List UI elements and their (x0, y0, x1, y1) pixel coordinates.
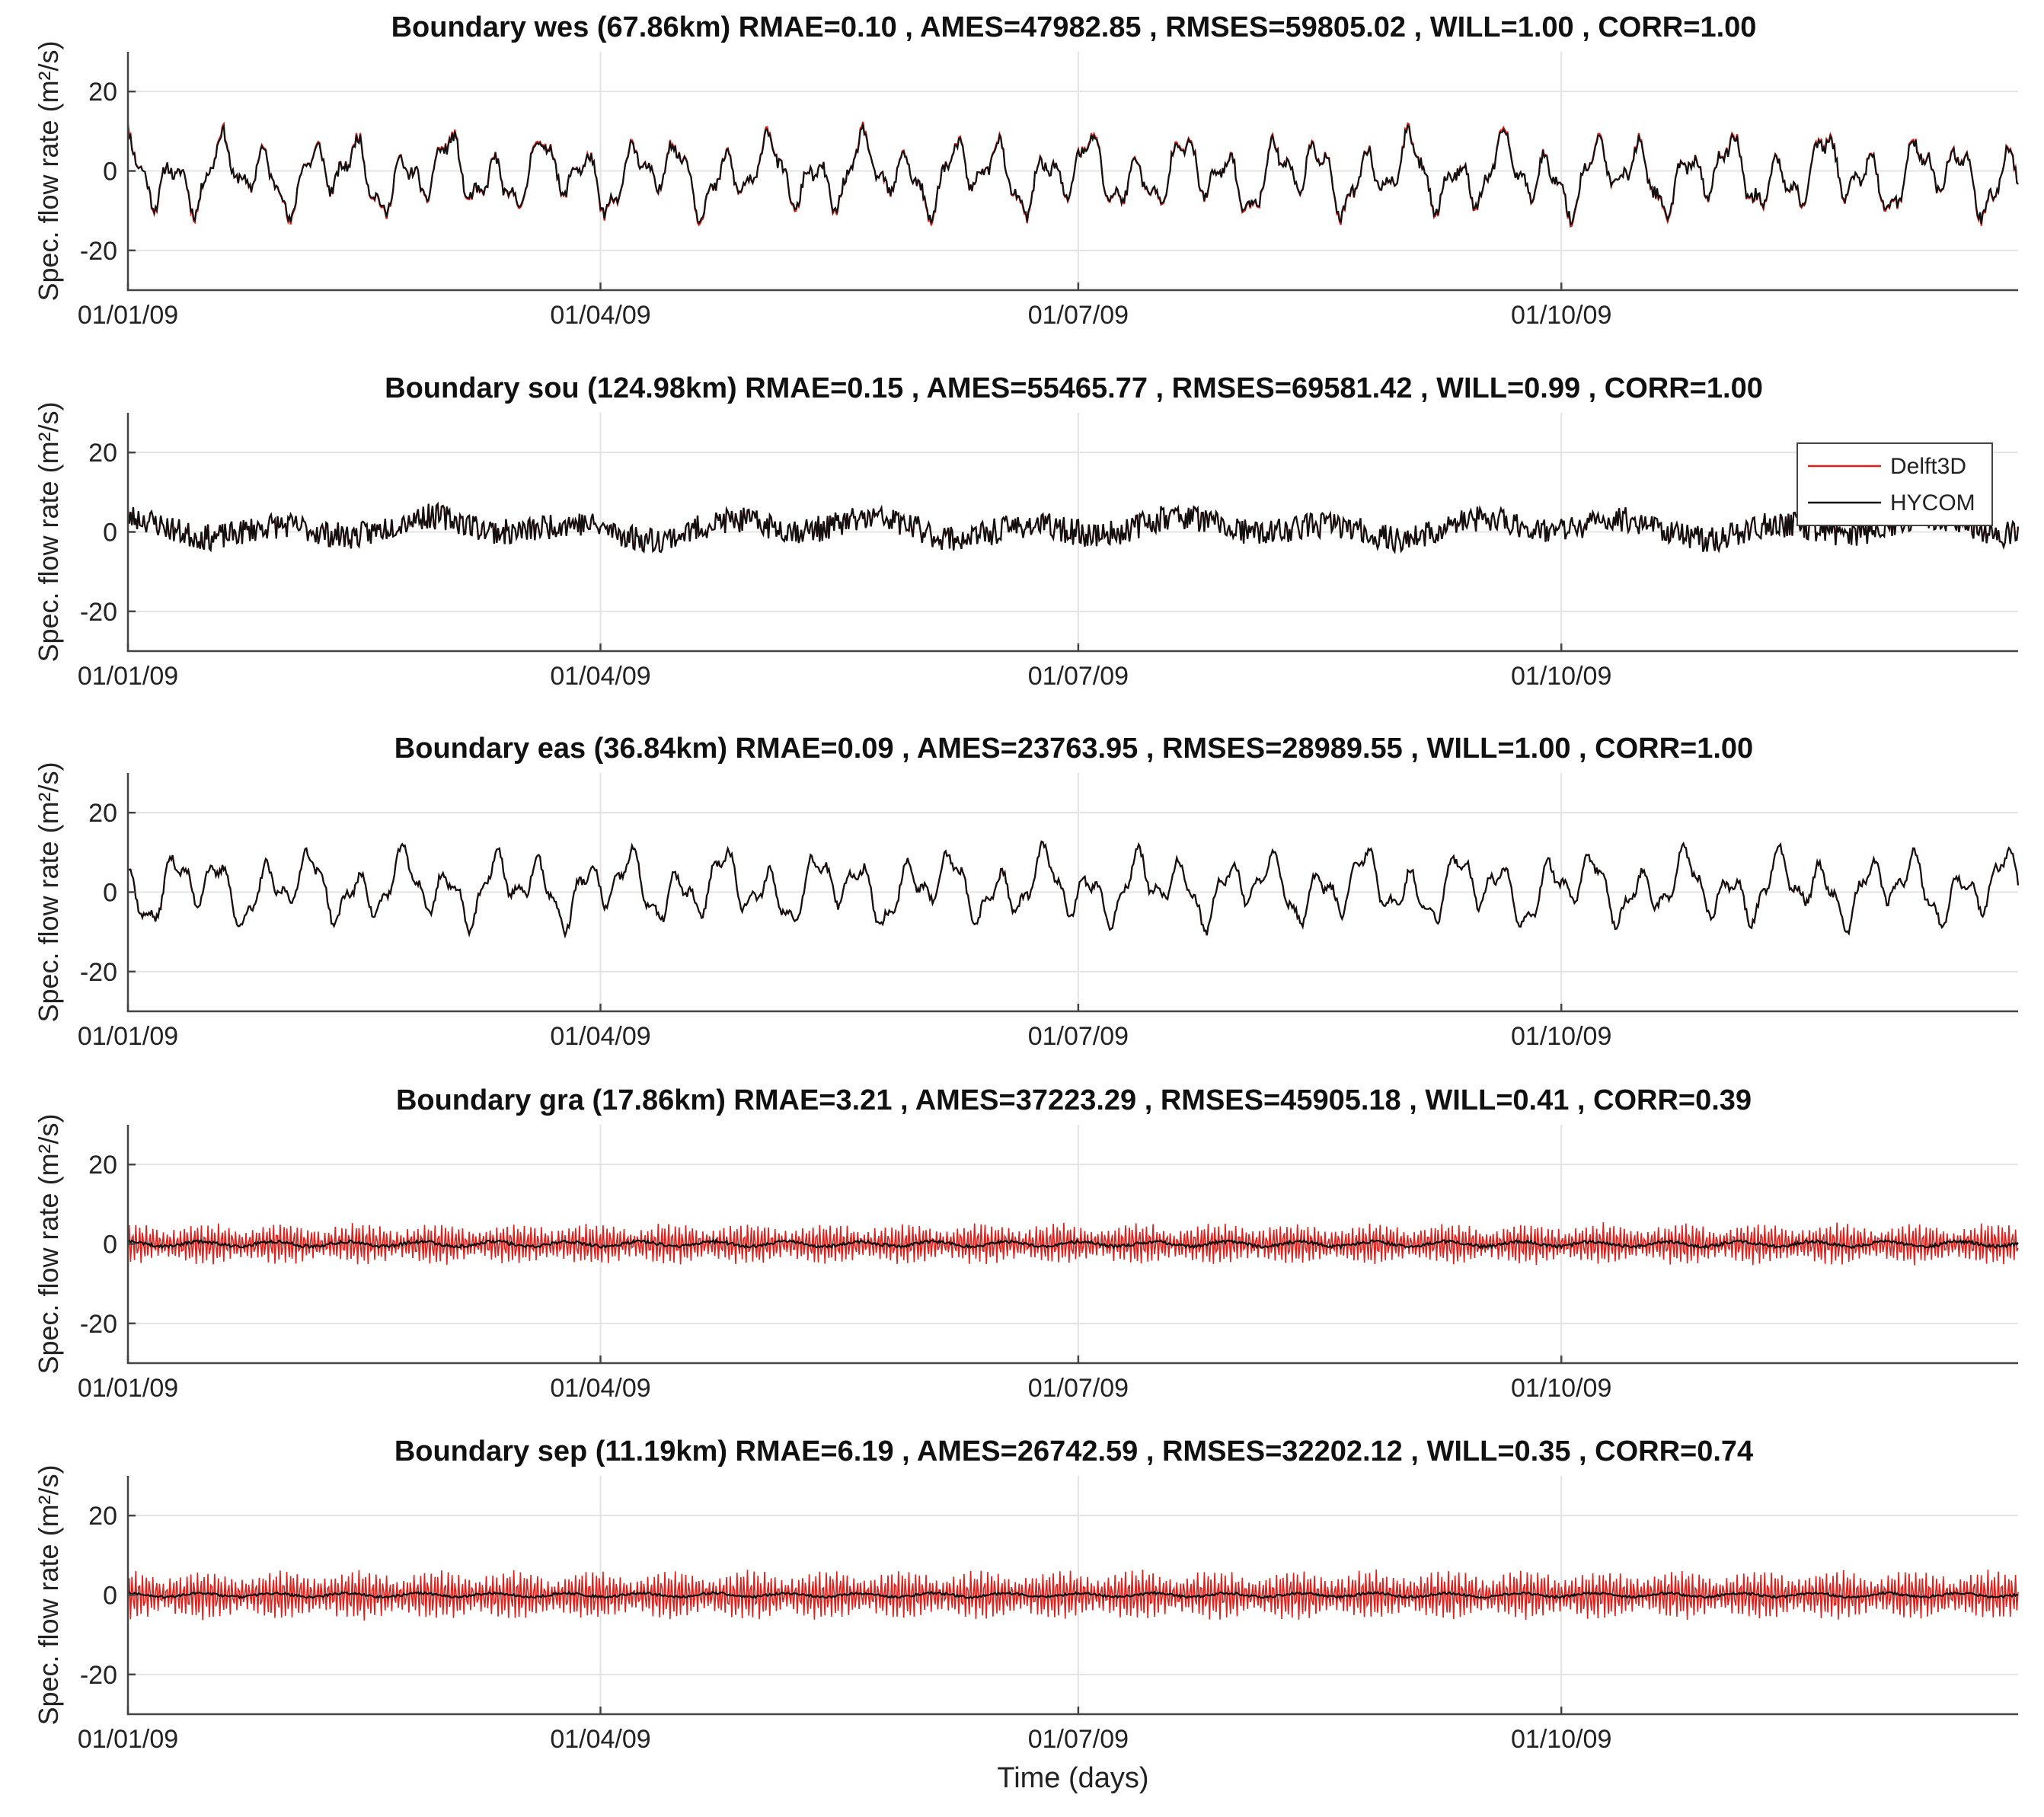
y-tick-label: -20 (80, 1661, 117, 1690)
y-axis-label: Spec. flow rate (m²/s) (33, 1464, 64, 1725)
x-tick-label: 01/01/09 (78, 301, 178, 330)
chart-panel-3: -20 0 20 01/01/09 01/04/09 01/07/09 01/10/09 Sp… (33, 1084, 2019, 1403)
chart-panel-4: -20 0 20 01/01/09 01/04/09 01/07/09 01/10/09 Sp… (33, 1435, 2019, 1794)
y-tick-label: -20 (80, 958, 117, 987)
y-tick-label: -20 (80, 1310, 117, 1339)
x-tick-label: 01/04/09 (550, 1022, 650, 1051)
x-tick-label: 01/01/09 (78, 662, 178, 691)
legend-entry-hycom: HYCOM (1890, 490, 1975, 516)
y-axis-label: Spec. flow rate (m²/s) (33, 1113, 64, 1374)
x-tick-label: 01/07/09 (1028, 662, 1129, 691)
series-line-hycom (126, 501, 2020, 554)
y-tick-label: 20 (88, 439, 117, 468)
chart-title: Boundary eas (36.84km) RMAE=0.09 , AMES=… (394, 733, 1753, 765)
series-line-delft3d (127, 1570, 2019, 1621)
x-tick-label: 01/04/09 (550, 1725, 650, 1754)
x-tick-label: 01/07/09 (1028, 1022, 1129, 1051)
legend-box (1796, 442, 1993, 526)
y-tick-label: 20 (88, 799, 117, 828)
y-axis-label: Spec. flow rate (m²/s) (33, 40, 64, 301)
y-axis-label: Spec. flow rate (m²/s) (33, 401, 64, 662)
x-tick-label: 01/10/09 (1511, 1022, 1611, 1051)
y-tick-label: 0 (103, 519, 117, 548)
x-tick-label: 01/07/09 (1028, 301, 1129, 330)
chart-panel-2: -20 0 20 01/01/09 01/04/09 01/07/09 01/10/09 Sp… (33, 733, 2020, 1051)
x-tick-label: 01/10/09 (1511, 662, 1611, 691)
x-axis-label: Time (days) (997, 1762, 1148, 1794)
y-tick-label: 0 (103, 1231, 117, 1260)
x-tick-label: 01/01/09 (78, 1374, 178, 1403)
chart-title: Boundary sou (124.98km) RMAE=0.15 , AMES… (385, 372, 1763, 404)
series-line-hycom (127, 840, 2020, 939)
legend: Delft3D HYCOM (1796, 442, 1993, 526)
y-tick-label: -20 (80, 237, 117, 266)
y-tick-label: 20 (88, 1151, 117, 1180)
x-tick-label: 01/04/09 (550, 301, 650, 330)
series-line-hycom (126, 123, 2019, 226)
x-tick-label: 01/10/09 (1511, 301, 1611, 330)
x-tick-label: 01/10/09 (1511, 1374, 1611, 1403)
chart-panel-1: -20 0 20 01/01/09 01/04/09 01/07/09 01/10/09 Sp… (33, 372, 2020, 691)
series-line-hycom (127, 1590, 2019, 1600)
x-tick-label: 01/01/09 (78, 1725, 178, 1754)
legend-entry-delft3d: Delft3D (1890, 454, 1966, 479)
x-tick-label: 01/07/09 (1028, 1725, 1129, 1754)
y-tick-label: 0 (103, 879, 117, 908)
y-axis-label: Spec. flow rate (m²/s) (33, 762, 64, 1022)
chart-title: Boundary sep (11.19km) RMAE=6.19 , AMES=… (394, 1435, 1753, 1467)
series-line-hycom (127, 1237, 2019, 1250)
chart-title: Boundary wes (67.86km) RMAE=0.10 , AMES=… (391, 11, 1757, 43)
x-tick-label: 01/07/09 (1028, 1374, 1129, 1403)
y-tick-label: 0 (103, 158, 117, 187)
chart-panel-0: -20 0 20 01/01/09 01/04/09 01/07/09 01/10/09 Sp… (33, 11, 2019, 330)
y-tick-label: -20 (80, 598, 117, 627)
x-tick-label: 01/04/09 (550, 662, 650, 691)
series-line-delft3d (126, 121, 2019, 228)
x-tick-label: 01/10/09 (1511, 1725, 1611, 1754)
chart-title: Boundary gra (17.86km) RMAE=3.21 , AMES=… (396, 1084, 1752, 1116)
y-tick-label: 0 (103, 1582, 117, 1611)
x-tick-label: 01/04/09 (550, 1374, 650, 1403)
y-tick-label: 20 (88, 1502, 117, 1531)
x-tick-label: 01/01/09 (78, 1022, 178, 1051)
series-line-delft3d (127, 1221, 2019, 1266)
y-tick-label: 20 (88, 78, 117, 107)
